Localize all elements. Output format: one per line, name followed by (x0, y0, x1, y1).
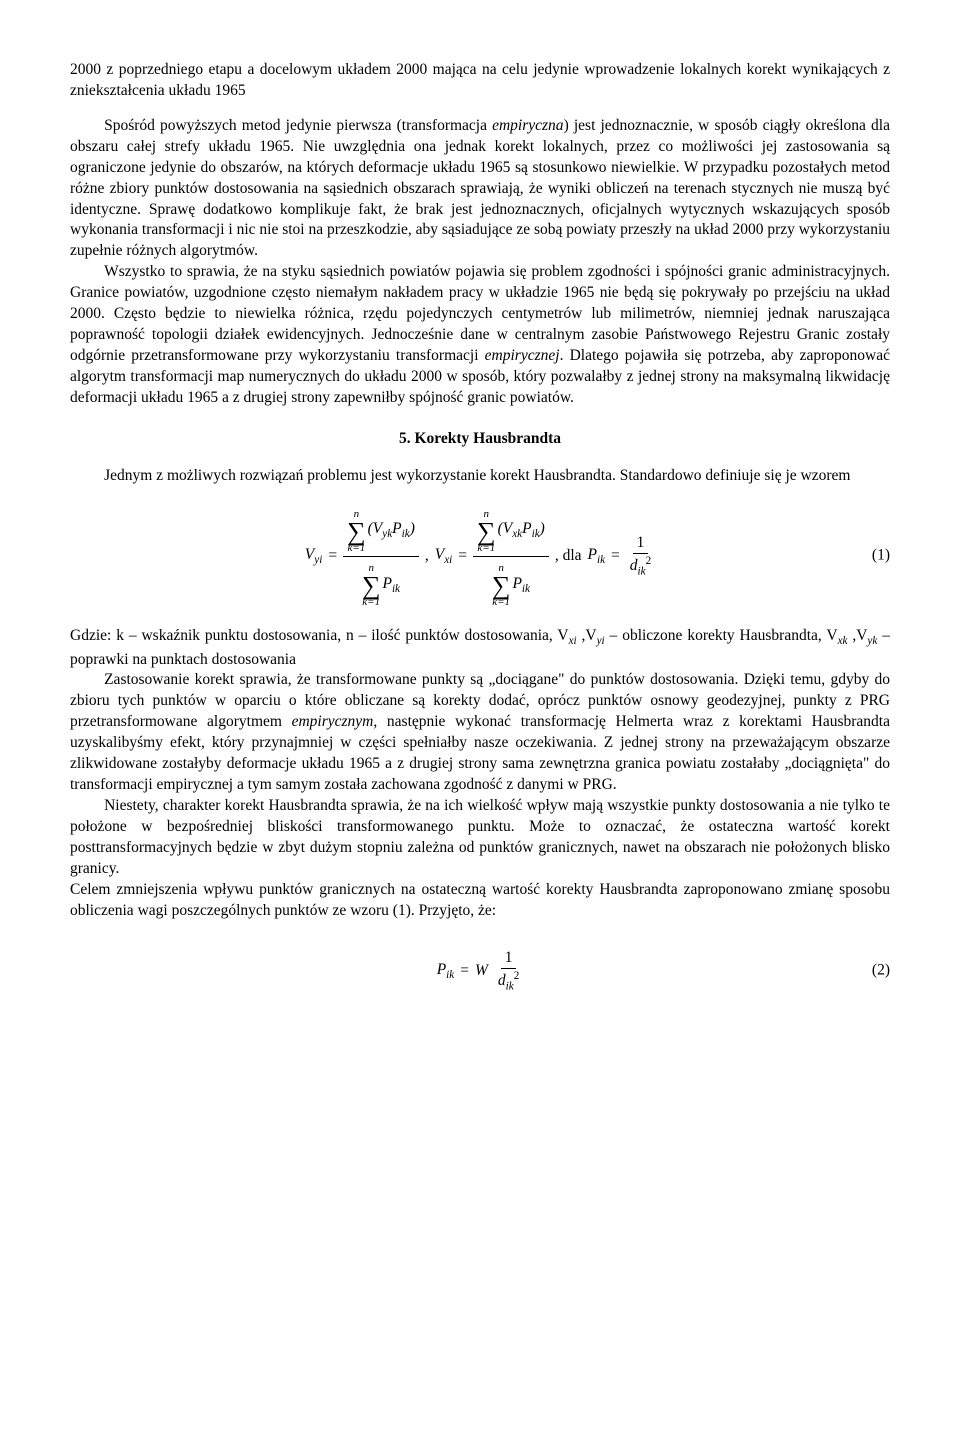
vyi-sub: yi (314, 554, 322, 566)
paragraph-4: Jednym z możliwych rozwiązań problemu je… (70, 466, 890, 487)
d-eq2: d (498, 972, 506, 989)
equation-2: Pik = W 1 dik2 (437, 950, 524, 993)
p5-mid1: ,V (577, 627, 597, 644)
p5-mid3: ,V (847, 627, 867, 644)
sigma-4: ∑ (492, 574, 511, 597)
one-1: 1 (633, 535, 649, 554)
vyi: Vyi (305, 545, 323, 568)
p2-pre: Spośród powyższych metod jedynie pierwsz… (104, 117, 492, 134)
paragraph-8: Celem zmniejszenia wpływu punktów granic… (70, 880, 890, 922)
num2-body: (VxkPik) (498, 521, 545, 541)
section-title: 5. Korekty Hausbrandta (70, 429, 890, 450)
sum3-bot: k=1 (477, 543, 495, 554)
pik5-sub: ik (597, 554, 605, 566)
p5-sub2: yi (597, 635, 605, 647)
sigma-2: ∑ (362, 574, 381, 597)
vxk-sub: xk (512, 528, 522, 540)
frac-3: 1 dik2 (626, 535, 655, 578)
p6-em: empirycznym (292, 713, 374, 730)
d1: d (630, 557, 638, 574)
vyk-sub: yk (382, 528, 392, 540)
pik2-sub: ik (392, 583, 400, 595)
den1-body: Pik (382, 576, 400, 596)
sum4-bot: k=1 (492, 597, 510, 608)
paragraph-7: Niestety, charakter korekt Hausbrandta s… (70, 796, 890, 880)
equals-1: = (328, 546, 337, 567)
equation-1: Vyi = n∑k=1 (VykPik) n∑k=1 Pik , Vxi = (305, 505, 655, 609)
d1-sub: ik (638, 565, 646, 577)
pik-eq2-p: P (437, 961, 446, 978)
equation-1-row: Vyi = n∑k=1 (VykPik) n∑k=1 Pik , Vxi = (70, 505, 890, 609)
vxi-sub: xi (444, 554, 452, 566)
vyk-v: V (373, 520, 382, 537)
p2-post: ) jest jednoznacznie, w sposób ciągły ok… (70, 117, 890, 260)
pik3-p: P (522, 520, 531, 537)
spacer (70, 102, 890, 116)
equals-2: = (458, 546, 467, 567)
p5-pre1: Gdzie: k – wskaźnik punktu dostosowania,… (70, 627, 569, 644)
p5-sub4: yk (867, 635, 877, 647)
pik-eq2-sub: ik (446, 969, 454, 981)
equals-eq2: = (460, 961, 469, 982)
p3-em: empirycznej (485, 347, 560, 364)
sigma-3: ∑ (477, 520, 496, 543)
paragraph-3: Wszystko to sprawia, że na styku sąsiedn… (70, 262, 890, 408)
num1-body: (VykPik) (368, 521, 415, 541)
pik4-p: P (512, 575, 521, 592)
equation-2-row: Pik = W 1 dik2 (2) (70, 950, 890, 993)
pik4-sub: ik (522, 583, 530, 595)
d-eq2-sub: ik (506, 980, 514, 992)
paragraph-1: 2000 z poprzedniego etapu a docelowym uk… (70, 60, 890, 102)
frac-eq2: 1 dik2 (494, 950, 523, 993)
pik3-sub: ik (532, 528, 540, 540)
frac-1: n∑k=1 (VykPik) n∑k=1 Pik (343, 505, 419, 609)
pik-eq2: Pik (437, 960, 455, 983)
equals-3: = (611, 546, 620, 567)
equation-1-number: (1) (872, 546, 890, 567)
pik1-p: P (392, 520, 401, 537)
comma-1: , (425, 546, 429, 567)
paragraph-5: Gdzie: k – wskaźnik punktu dostosowania,… (70, 626, 890, 670)
frac-2: n∑k=1 (VxkPik) n∑k=1 Pik (473, 505, 549, 609)
pik5-p: P (588, 546, 597, 563)
paragraph-6: Zastosowanie korekt sprawia, że transfor… (70, 670, 890, 796)
vxi-v: V (435, 546, 444, 563)
vxi: Vxi (435, 545, 453, 568)
d1-sup: 2 (646, 555, 652, 567)
p5-mid2: – obliczone korekty Hausbrandta, V (605, 627, 838, 644)
den2-body: Pik (512, 576, 530, 596)
vxk-v: V (503, 520, 512, 537)
pik2-p: P (382, 575, 391, 592)
vyi-v: V (305, 546, 314, 563)
d-eq2-sup: 2 (514, 970, 520, 982)
paragraph-2: Spośród powyższych metod jedynie pierwsz… (70, 116, 890, 262)
p5-sub3: xk (838, 635, 848, 647)
p5-sub1: xi (569, 635, 577, 647)
sigma-1: ∑ (347, 520, 366, 543)
dla-text: , dla (555, 546, 582, 567)
pik-main: Pik (588, 545, 606, 568)
pik1-sub: ik (402, 528, 410, 540)
p2-em: empiryczna (492, 117, 563, 134)
sum2-bot: k=1 (362, 597, 380, 608)
w-eq2: W (475, 961, 488, 982)
sum1-bot: k=1 (347, 543, 365, 554)
equation-2-number: (2) (872, 961, 890, 982)
one-eq2: 1 (501, 950, 517, 969)
